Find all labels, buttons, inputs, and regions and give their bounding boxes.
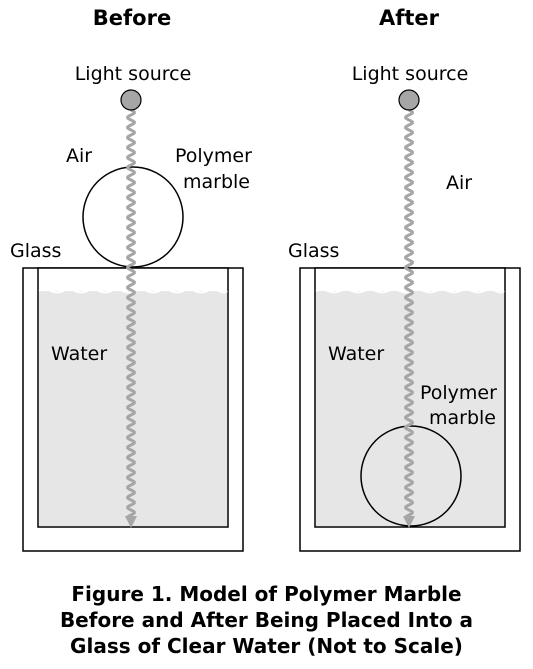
after-panel-title: After bbox=[378, 6, 440, 30]
before-panel-title: Before bbox=[92, 6, 172, 30]
caption-line-3: Glass of Clear Water (Not to Scale) bbox=[70, 634, 463, 658]
caption-line-1: Figure 1. Model of Polymer Marble bbox=[71, 582, 462, 606]
before-water-label: Water bbox=[51, 343, 107, 365]
after-marble-label-line2: marble bbox=[429, 407, 496, 429]
before-light-source bbox=[120, 89, 142, 111]
before-light-source-label: Light source bbox=[75, 63, 192, 85]
before-glass bbox=[22, 267, 244, 552]
after-light-ray bbox=[404, 108, 414, 522]
before-air-label: Air bbox=[66, 145, 92, 167]
after-light-source bbox=[398, 89, 420, 111]
diagram-figure: Light source Air Polymer marble Glass Wa… bbox=[10, 63, 521, 552]
before-glass-label: Glass bbox=[10, 240, 61, 262]
before-light-arrowhead bbox=[125, 516, 137, 528]
before-polymer-marble bbox=[82, 166, 184, 268]
after-light-arrowhead bbox=[403, 516, 415, 528]
figure-caption: Figure 1. Model of Polymer Marble Before… bbox=[0, 581, 533, 659]
before-panel: Light source Air Polymer marble Glass Wa… bbox=[10, 63, 252, 552]
after-light-source-label: Light source bbox=[352, 63, 469, 85]
after-water-label: Water bbox=[328, 343, 384, 365]
caption-line-2: Before and After Being Placed Into a bbox=[59, 608, 474, 632]
after-marble-label-line1: Polymer bbox=[420, 382, 497, 404]
after-glass-label: Glass bbox=[288, 240, 339, 262]
after-air-label: Air bbox=[446, 172, 472, 194]
before-light-ray bbox=[126, 108, 136, 522]
before-marble-label-line2: marble bbox=[183, 171, 250, 193]
after-polymer-marble bbox=[360, 425, 462, 527]
after-panel: Light source Air Glass Water Polymer mar… bbox=[288, 63, 521, 552]
before-marble-label-line1: Polymer bbox=[175, 145, 252, 167]
